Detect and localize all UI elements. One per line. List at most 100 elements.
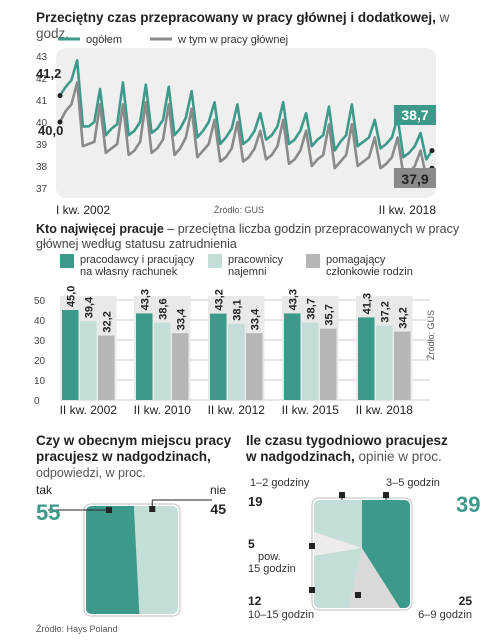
bar bbox=[284, 313, 301, 400]
start-label-main: 40,0 bbox=[38, 123, 63, 138]
series-line-total bbox=[58, 59, 434, 161]
legend-swatch-family bbox=[306, 254, 320, 268]
bar bbox=[358, 317, 375, 400]
category-label: II kw. 2002 bbox=[60, 403, 118, 417]
bar-value-label: 41,3 bbox=[361, 293, 373, 314]
yes-no-chart: tak 55 nie 45 Źródło: Hays Poland bbox=[36, 483, 226, 634]
marker-10-15 bbox=[309, 587, 315, 593]
chart3-title: Czy w obecnym miejscu pracy pracujesz w … bbox=[36, 433, 236, 481]
y-tick-label: 39 bbox=[36, 140, 48, 151]
bar-value-label: 43,3 bbox=[139, 289, 151, 310]
chart1-title-light: w godz. bbox=[36, 10, 450, 41]
area-10-15 bbox=[314, 548, 362, 608]
bar-chart: pracodawcy i pracujący na własny rachune… bbox=[34, 254, 436, 417]
label-1-2: 1–2 godziny bbox=[250, 477, 310, 489]
bar bbox=[98, 335, 115, 400]
end-label-main-box bbox=[394, 168, 436, 188]
marker-6-9 bbox=[355, 592, 361, 598]
bar bbox=[246, 333, 263, 400]
chart4-title: Ile czasu tygodniowo pracujesz w nadgodz… bbox=[246, 433, 476, 465]
chart2-source: Źródło: GUS bbox=[426, 310, 436, 360]
y-tick-label: 20 bbox=[34, 356, 46, 367]
x-start-label: I kw. 2002 bbox=[56, 203, 110, 217]
value-no: 45 bbox=[210, 501, 226, 517]
bar-value-label: 43,2 bbox=[213, 289, 225, 310]
series-line-main bbox=[58, 81, 434, 179]
chart3-source: Źródło: Hays Poland bbox=[36, 624, 118, 634]
end-label-total-box bbox=[394, 105, 436, 125]
value-yes: 55 bbox=[36, 500, 60, 525]
area-yes bbox=[86, 506, 140, 614]
bar-value-label: 32,2 bbox=[101, 311, 113, 332]
chart2-title-light: – przeciętna liczba godzin przepracowany… bbox=[36, 222, 460, 251]
chart1-title: Przeciętny czas przepracowany w pracy gł… bbox=[36, 10, 476, 42]
chart3-title-line1: Czy w obecnym miejscu pracy bbox=[36, 433, 232, 448]
legend-label-total: ogółem bbox=[86, 34, 122, 46]
legend-label-family-1: pomagający bbox=[326, 254, 386, 266]
frame bbox=[311, 497, 413, 611]
legend-label-employers-1: pracodawcy i pracujący bbox=[80, 254, 195, 266]
label-pow15-1: pow. bbox=[258, 551, 281, 563]
chart4-title-line1: Ile czasu tygodniowo pracujesz bbox=[246, 433, 448, 448]
legend-label-employees-2: najemni bbox=[228, 266, 267, 278]
y-tick-label: 38 bbox=[36, 162, 48, 173]
label-10-15: 10–15 godzin bbox=[248, 609, 314, 621]
legend-label-main: w tym w pracy głównej bbox=[177, 34, 288, 46]
start-label-total: 41,2 bbox=[36, 66, 61, 81]
y-tick-label: 41 bbox=[36, 96, 48, 107]
y-tick-label: 10 bbox=[34, 376, 46, 387]
marker-1-2 bbox=[339, 492, 345, 498]
bar-value-label: 45,0 bbox=[65, 286, 77, 307]
bar bbox=[320, 328, 337, 400]
bar bbox=[80, 321, 97, 400]
bar-value-label: 34,2 bbox=[397, 307, 409, 328]
start-marker-main bbox=[57, 119, 63, 125]
label-no: nie bbox=[210, 483, 226, 497]
hours-chart: 1–2 godziny 19 3–5 godzin 39 5 pow. 15 g… bbox=[248, 477, 480, 621]
marker-3-5 bbox=[383, 492, 389, 498]
bar-value-label: 38,7 bbox=[305, 298, 317, 319]
bar-value-label: 39,4 bbox=[83, 296, 95, 318]
chart4-title-light: opinie w proc. bbox=[354, 449, 442, 464]
chart3-title-line2: pracujesz w nadgodzinach, bbox=[36, 449, 211, 464]
bar bbox=[62, 310, 79, 400]
marker-yes bbox=[106, 507, 112, 513]
y-tick-label: 43 bbox=[36, 52, 48, 63]
category-label: II kw. 2010 bbox=[134, 403, 192, 417]
end-label-main: 37,9 bbox=[401, 171, 428, 187]
legend-swatch-employees bbox=[208, 254, 222, 268]
marker-no bbox=[149, 506, 156, 512]
label-6-9: 6–9 godzin bbox=[418, 609, 472, 621]
bar bbox=[210, 313, 227, 400]
x-end-label: II kw. 2018 bbox=[379, 203, 437, 217]
line-chart-background bbox=[56, 48, 436, 198]
legend-swatch-employers bbox=[60, 254, 74, 268]
value-6-9: 25 bbox=[459, 594, 473, 608]
chart4-title-line2: w nadgodzinach, bbox=[246, 449, 355, 464]
legend-label-employees-1: pracownicy bbox=[228, 254, 284, 266]
chart1-source: Źródło: GUS bbox=[214, 205, 264, 215]
value-3-5: 39 bbox=[456, 492, 480, 517]
bar-value-label: 38,1 bbox=[231, 299, 243, 320]
category-label: II kw. 2012 bbox=[208, 403, 266, 417]
bar bbox=[302, 322, 319, 400]
y-tick-label: 50 bbox=[34, 296, 46, 307]
bar bbox=[228, 323, 245, 400]
bar-value-label: 43,3 bbox=[287, 289, 299, 310]
label-pow15-2: 15 godzin bbox=[248, 563, 296, 575]
y-tick-label: 40 bbox=[34, 316, 46, 327]
bar-value-label: 33,4 bbox=[175, 308, 187, 330]
y-tick-label: 30 bbox=[34, 336, 46, 347]
legend-label-family-2: członkowie rodzin bbox=[326, 266, 413, 278]
category-label: II kw. 2018 bbox=[356, 403, 414, 417]
frame bbox=[83, 503, 181, 617]
bar bbox=[172, 333, 189, 400]
category-label: II kw. 2015 bbox=[282, 403, 340, 417]
bar bbox=[136, 313, 153, 400]
chart1-title-bold: Przeciętny czas przepracowany w pracy gł… bbox=[36, 10, 436, 25]
marker-pow15 bbox=[309, 543, 315, 549]
y-tick-label: 42 bbox=[36, 74, 48, 85]
bar bbox=[154, 322, 171, 400]
bar-value-label: 35,7 bbox=[323, 304, 335, 325]
chart3-title-light: odpowiedzi, w proc. bbox=[36, 466, 146, 480]
